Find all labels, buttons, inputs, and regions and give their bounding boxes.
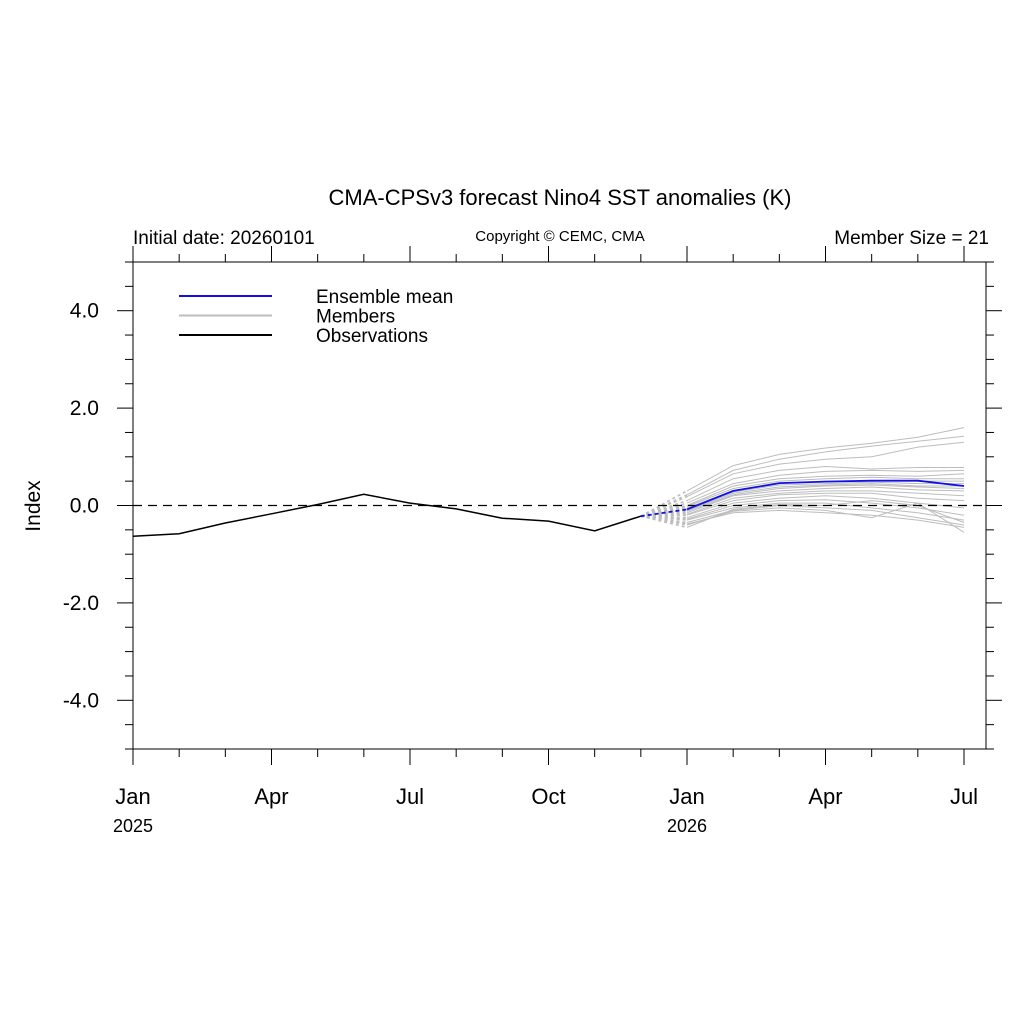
member-line bbox=[686, 435, 965, 496]
y-tick-label: -2.0 bbox=[63, 592, 99, 615]
member-line bbox=[686, 476, 964, 507]
x-tick-labels: Jan 2025 Apr Jul Oct Jan 2026 Apr Jul bbox=[113, 784, 978, 836]
member-line bbox=[686, 484, 965, 512]
member-line bbox=[686, 427, 965, 492]
x-tick-label: Jul bbox=[396, 784, 424, 809]
member-line bbox=[640, 515, 688, 529]
y-tick-label: -4.0 bbox=[63, 689, 99, 712]
y-axis-label: Index bbox=[22, 480, 45, 532]
observations-line bbox=[132, 493, 642, 537]
y-tick-labels: 4.0 2.0 0.0 -2.0 -4.0 bbox=[63, 300, 99, 713]
copyright-label: Copyright © CEMC, CMA bbox=[475, 228, 644, 245]
member-line bbox=[686, 490, 965, 515]
member-line bbox=[686, 502, 965, 521]
member-line bbox=[686, 509, 965, 528]
member-line bbox=[686, 483, 964, 511]
member-size-label: Member Size = 21 bbox=[834, 228, 989, 249]
ensemble-mean-line bbox=[686, 479, 965, 511]
member-line bbox=[686, 441, 965, 498]
x-tick-year-label: 2025 bbox=[113, 816, 153, 836]
ensemble-mean-layer bbox=[640, 479, 965, 518]
y-tick-label: 4.0 bbox=[70, 300, 99, 323]
x-tick-label: Oct bbox=[531, 784, 565, 809]
x-tick-label: Jan bbox=[669, 784, 704, 809]
observations-layer bbox=[132, 493, 642, 537]
member-line bbox=[686, 469, 965, 504]
x-tick-year-label: 2026 bbox=[667, 816, 707, 836]
initial-date-label: Initial date: 20260101 bbox=[133, 228, 315, 249]
axis-ticks bbox=[117, 246, 1002, 765]
x-tick-label: Jan bbox=[115, 784, 150, 809]
legend-label: Observations bbox=[316, 326, 428, 347]
member-line bbox=[686, 504, 965, 526]
member-line bbox=[686, 465, 964, 502]
legend-label: Members bbox=[316, 307, 395, 328]
member-line bbox=[686, 502, 965, 533]
member-line bbox=[686, 486, 965, 514]
member-line bbox=[686, 481, 964, 510]
y-tick-label: 2.0 bbox=[70, 397, 99, 420]
x-tick-label: Apr bbox=[808, 784, 842, 809]
x-tick-label: Apr bbox=[254, 784, 288, 809]
member-line bbox=[686, 473, 965, 506]
chart-title: CMA-CPSv3 forecast Nino4 SST anomalies (… bbox=[329, 185, 792, 210]
x-tick-label: Jul bbox=[950, 784, 978, 809]
legend-label: Ensemble mean bbox=[316, 287, 453, 308]
y-tick-label: 0.0 bbox=[70, 495, 99, 518]
member-line bbox=[686, 492, 965, 516]
ensemble-mean-line bbox=[640, 508, 688, 518]
